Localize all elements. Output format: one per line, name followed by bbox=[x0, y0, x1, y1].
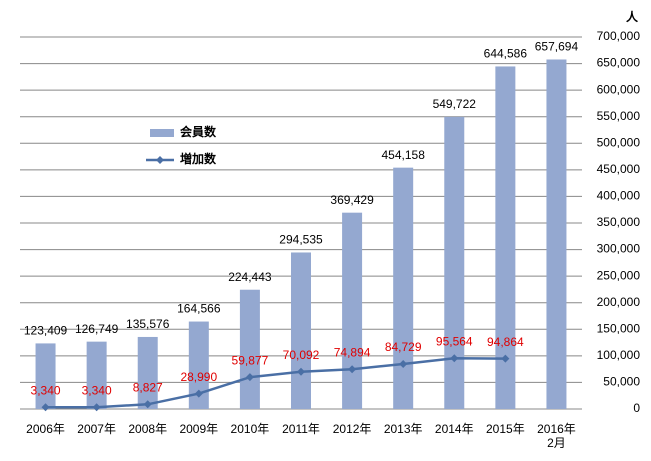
bar-value-label: 657,694 bbox=[535, 40, 579, 54]
legend-label: 増加数 bbox=[180, 151, 217, 166]
x-tick-label: 2014年 bbox=[434, 422, 474, 436]
bar-value-label: 126,749 bbox=[75, 322, 119, 336]
bar bbox=[393, 167, 414, 409]
bar-value-label: 123,409 bbox=[24, 324, 68, 338]
legend-label: 会員数 bbox=[180, 124, 217, 139]
bar-value-label: 644,586 bbox=[484, 47, 528, 61]
line bbox=[45, 356, 506, 409]
x-tick-label: 2007年 bbox=[77, 422, 116, 436]
line-value-label: 95,564 bbox=[436, 334, 473, 348]
y-tick-label: 300,000 bbox=[597, 242, 641, 256]
legend-swatch bbox=[150, 129, 174, 137]
bar-value-label: 224,443 bbox=[228, 270, 272, 284]
line-marker bbox=[348, 365, 357, 374]
bar bbox=[546, 59, 567, 410]
y-tick-label: 650,000 bbox=[597, 56, 641, 70]
line-value-label: 59,877 bbox=[232, 353, 269, 367]
y-tick-label: 550,000 bbox=[597, 109, 641, 123]
x-tick-label: 2008年 bbox=[128, 422, 168, 436]
line-marker bbox=[194, 389, 203, 398]
x-tick-label: 2011年 bbox=[282, 422, 320, 436]
y-tick-label: 350,000 bbox=[597, 215, 641, 229]
y-tick-label: 450,000 bbox=[597, 162, 641, 176]
line-marker bbox=[297, 367, 305, 376]
bar bbox=[342, 212, 363, 409]
bar bbox=[291, 252, 311, 409]
bar bbox=[86, 341, 107, 409]
bar bbox=[495, 66, 516, 410]
y-tick-label: 250,000 bbox=[597, 268, 641, 282]
y-tick-label: 0 bbox=[633, 401, 640, 415]
y-tick-label: 50,000 bbox=[603, 375, 640, 389]
line-value-label: 8,827 bbox=[133, 380, 163, 394]
bar bbox=[137, 336, 158, 409]
y-tick-label: 400,000 bbox=[597, 189, 641, 203]
bar-value-label: 454,158 bbox=[381, 148, 425, 162]
line-value-label: 28,990 bbox=[180, 370, 217, 384]
bar bbox=[188, 321, 209, 409]
bar-value-label: 369,429 bbox=[330, 193, 374, 207]
line-value-label: 70,092 bbox=[283, 348, 320, 362]
line-value-label: 3,340 bbox=[82, 383, 112, 397]
x-tick-label: 2013年 bbox=[383, 422, 423, 436]
line-marker bbox=[501, 354, 510, 363]
y-axis-unit: 人 bbox=[626, 9, 639, 24]
bar-value-label: 549,722 bbox=[433, 97, 477, 111]
y-tick-label: 100,000 bbox=[597, 348, 641, 362]
y-tick-label: 700,000 bbox=[597, 29, 641, 43]
line-marker bbox=[143, 400, 152, 409]
bar bbox=[444, 116, 465, 409]
line-value-label: 94,864 bbox=[487, 335, 524, 349]
line-value-label: 84,729 bbox=[385, 340, 422, 354]
y-tick-label: 500,000 bbox=[597, 135, 641, 149]
bar-value-label: 294,535 bbox=[279, 233, 323, 247]
line-marker bbox=[92, 403, 101, 412]
line-marker bbox=[399, 359, 408, 368]
x-tick-label: 2015年 bbox=[486, 422, 525, 436]
x-tick-label: 2006年 bbox=[26, 422, 65, 436]
line-marker bbox=[450, 354, 459, 363]
x-tick-label: 2010年 bbox=[230, 422, 270, 436]
line-marker bbox=[41, 403, 50, 412]
y-tick-label: 200,000 bbox=[597, 295, 641, 309]
line-value-label: 3,340 bbox=[31, 383, 61, 397]
y-tick-label: 600,000 bbox=[597, 82, 641, 96]
x-tick-label: 2012年 bbox=[332, 422, 372, 436]
legend-marker bbox=[156, 156, 164, 164]
line-value-label: 74,894 bbox=[334, 345, 371, 359]
line-marker bbox=[245, 373, 254, 382]
bar bbox=[239, 289, 260, 409]
bar-value-label: 135,576 bbox=[126, 317, 170, 331]
bar-value-label: 164,566 bbox=[177, 302, 221, 316]
x-tick-label: 2009年 bbox=[179, 422, 219, 436]
x-tick-label: 2016年 2月 bbox=[537, 422, 576, 450]
bar bbox=[35, 343, 56, 409]
y-tick-label: 150,000 bbox=[597, 321, 641, 335]
